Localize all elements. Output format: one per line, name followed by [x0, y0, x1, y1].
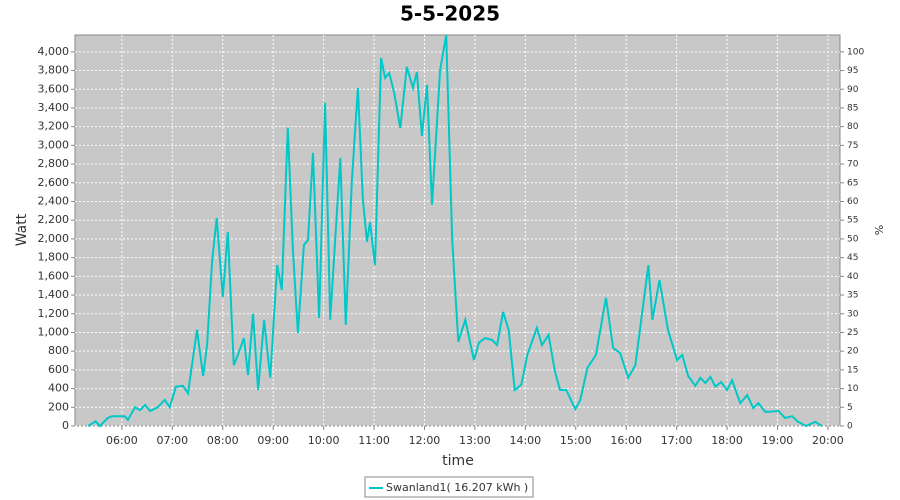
x-tick-label: 11:00 — [358, 434, 390, 447]
x-tick-label: 07:00 — [156, 434, 188, 447]
y2-tick-label: 0 — [847, 422, 853, 432]
x-tick-label: 16:00 — [610, 434, 642, 447]
y2-tick-label: 70 — [847, 160, 859, 170]
y-tick-label: 1,000 — [38, 325, 70, 338]
x-tick-label: 13:00 — [459, 434, 491, 447]
y-tick-label: 3,600 — [38, 82, 70, 95]
y-tick-label: 200 — [48, 400, 69, 413]
y2-tick-label: 40 — [847, 272, 859, 282]
x-tick-label: 09:00 — [257, 434, 289, 447]
x-tick-label: 15:00 — [560, 434, 592, 447]
data-line — [87, 34, 823, 428]
y2-tick-label: 95 — [847, 66, 858, 76]
legend-label: Swanland1( 16.207 kWh ) — [386, 481, 528, 494]
chart-title: 5-5-2025 — [400, 2, 500, 26]
y-tick-label: 3,000 — [38, 138, 70, 151]
y-tick-label: 3,400 — [38, 101, 70, 114]
y-tick-label: 1,800 — [38, 251, 70, 264]
y-tick-label: 1,400 — [38, 288, 70, 301]
y2-tick-label: 90 — [847, 85, 859, 95]
y-axis-label: Watt — [14, 213, 30, 246]
x-tick-label: 12:00 — [409, 434, 441, 447]
y-tick-label: 2,800 — [38, 157, 70, 170]
y-tick-label: 1,600 — [38, 269, 70, 282]
y2-tick-label: 35 — [847, 291, 858, 301]
x-tick-label: 14:00 — [509, 434, 541, 447]
y2-tick-label: 65 — [847, 178, 858, 188]
y-tick-label: 3,200 — [38, 120, 70, 133]
y-tick-label: 400 — [48, 382, 69, 395]
y-tick-label: 800 — [48, 344, 69, 357]
y2-tick-label: 25 — [847, 328, 858, 338]
x-tick-label: 19:00 — [762, 434, 794, 447]
x-tick-label: 17:00 — [661, 434, 693, 447]
y2-tick-label: 75 — [847, 141, 858, 151]
y2-tick-label: 60 — [847, 197, 859, 207]
y-tick-label: 3,800 — [38, 64, 70, 77]
y-tick-label: 4,000 — [38, 45, 70, 58]
y2-tick-label: 50 — [847, 234, 859, 244]
y-tick-label: 2,200 — [38, 213, 70, 226]
y-tick-label: 1,200 — [38, 307, 70, 320]
plot-area — [74, 34, 841, 427]
y-tick-label: 600 — [48, 363, 69, 376]
legend — [364, 476, 534, 498]
y2-tick-label: 45 — [847, 253, 858, 263]
y2-tick-label: 55 — [847, 216, 858, 226]
y-tick-label: 0 — [62, 419, 69, 432]
y2-tick-label: 30 — [847, 309, 859, 319]
y-tick-label: 2,400 — [38, 195, 70, 208]
y2-tick-label: 15 — [847, 365, 858, 375]
x-tick-label: 10:00 — [308, 434, 340, 447]
x-axis-label: time — [442, 453, 474, 469]
y2-tick-label: 85 — [847, 103, 858, 113]
y2-tick-label: 5 — [847, 403, 853, 413]
x-tick-label: 18:00 — [711, 434, 743, 447]
y2-axis-label: % — [873, 225, 886, 235]
x-tick-label: 06:00 — [106, 434, 138, 447]
y-tick-label: 2,000 — [38, 232, 70, 245]
y-tick-label: 2,600 — [38, 176, 70, 189]
y2-tick-label: 80 — [847, 122, 859, 132]
x-tick-label: 20:00 — [812, 434, 844, 447]
y2-tick-label: 10 — [847, 384, 859, 394]
y2-tick-label: 20 — [847, 347, 859, 357]
x-tick-label: 08:00 — [207, 434, 239, 447]
y2-tick-label: 100 — [847, 47, 864, 57]
